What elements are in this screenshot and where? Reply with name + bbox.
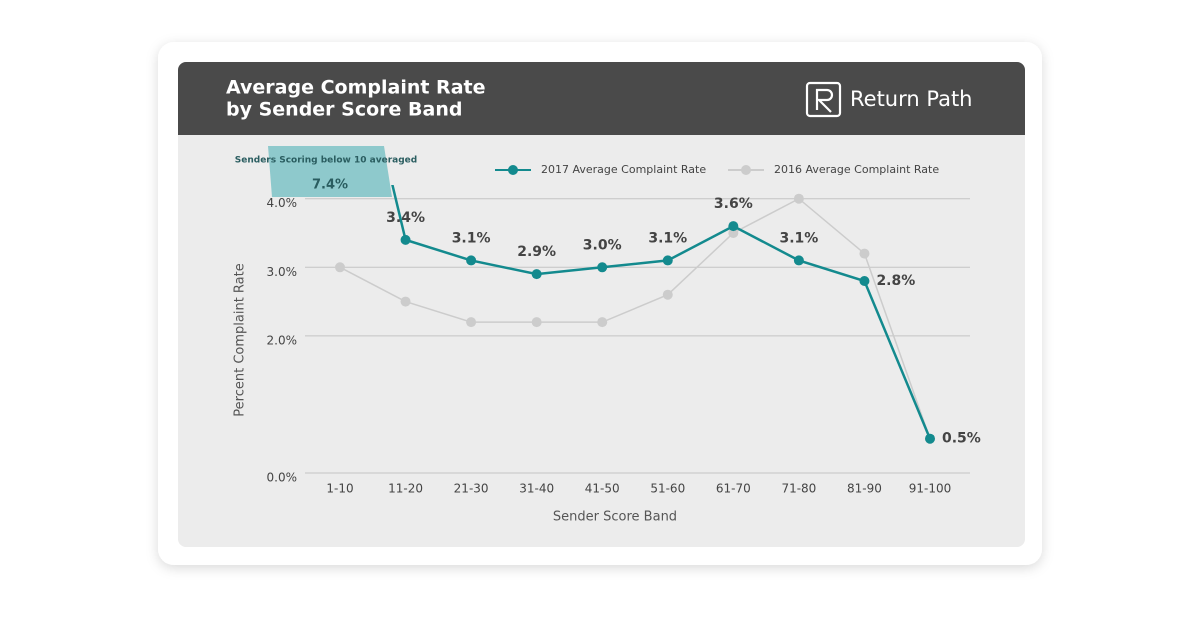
data-point	[793, 255, 804, 266]
series-line	[339, 197, 931, 439]
data-point	[859, 248, 870, 259]
y-tick-label: 2.0%	[267, 333, 298, 347]
data-point	[531, 269, 542, 280]
x-tick-label: 11-20	[388, 482, 423, 496]
data-point	[793, 193, 804, 204]
legend-label: 2017 Average Complaint Rate	[541, 163, 706, 176]
value-label: 2.9%	[517, 244, 556, 260]
series-line	[391, 185, 932, 440]
series	[335, 193, 935, 444]
value-label: 3.1%	[452, 230, 491, 246]
chart-subtitle: by Sender Score Band	[226, 99, 462, 121]
value-label: 3.6%	[714, 196, 753, 212]
series	[391, 185, 935, 444]
annotation-box	[268, 146, 392, 197]
data-point	[466, 255, 477, 266]
x-tick-label: 1-10	[326, 482, 353, 496]
value-label: 3.1%	[648, 230, 687, 246]
data-point	[466, 317, 477, 328]
x-tick-label: 71-80	[781, 482, 816, 496]
value-label: 3.0%	[583, 237, 622, 253]
value-label: 0.5%	[942, 431, 981, 447]
x-tick-label: 81-90	[847, 482, 882, 496]
annotation-text: Senders Scoring below 10 averaged	[235, 156, 417, 166]
data-point	[728, 228, 739, 238]
y-tick-label: 0.0%	[267, 471, 298, 485]
data-point	[662, 289, 673, 300]
data-point	[662, 255, 673, 266]
annotation-value: 7.4%	[312, 178, 348, 193]
brand-logo	[805, 81, 842, 118]
data-point	[597, 262, 608, 273]
data-point	[728, 221, 739, 232]
value-label: 3.1%	[779, 230, 818, 246]
x-axis-label: Sender Score Band	[553, 510, 677, 525]
chart-title: Average Complaint Rate	[226, 77, 485, 99]
value-label: 2.8%	[876, 273, 915, 289]
data-point	[400, 234, 411, 245]
x-tick-label: 51-60	[650, 482, 685, 496]
data-point	[925, 433, 935, 444]
value-label: 3.4%	[386, 210, 425, 226]
legend-label: 2016 Average Complaint Rate	[774, 163, 939, 176]
data-point	[859, 276, 870, 286]
y-axis-label: Percent Complaint Rate	[233, 263, 248, 416]
brand-name: Return Path	[850, 87, 973, 111]
y-tick-label: 4.0%	[267, 196, 298, 210]
x-tick-label: 21-30	[454, 482, 489, 496]
x-tick-label: 91-100	[909, 482, 952, 496]
x-tick-label: 31-40	[519, 482, 554, 496]
data-point	[597, 317, 608, 328]
x-tick-label: 61-70	[716, 482, 751, 496]
legend-marker	[508, 165, 518, 175]
data-point	[335, 262, 345, 273]
data-point	[531, 317, 542, 328]
x-tick-label: 41-50	[585, 482, 620, 496]
data-point	[400, 296, 411, 307]
legend-marker	[741, 165, 751, 175]
y-tick-label: 3.0%	[267, 265, 298, 279]
